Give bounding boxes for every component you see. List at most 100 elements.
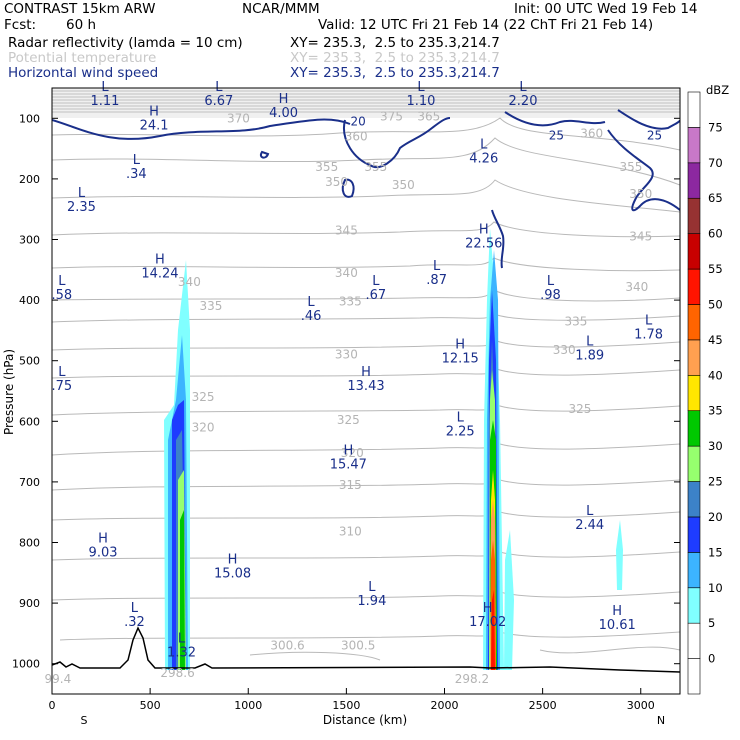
valid-time: Valid: 12 UTC Fri 21 Feb 14 (22 ChT Fri … <box>318 17 654 33</box>
hl-value: 24.1 <box>140 118 169 133</box>
hl-letter: L <box>131 601 139 616</box>
colorbar-swatch <box>687 622 701 659</box>
hl-letter: L <box>368 580 376 595</box>
theta-label: 375 <box>380 109 403 123</box>
hl-value: .34 <box>126 167 147 182</box>
y-tick-label: 600 <box>19 415 40 428</box>
theta-label: 330 <box>335 348 358 362</box>
y-tick-label: 800 <box>19 537 40 550</box>
theta-label: 365 <box>417 109 440 123</box>
theta-label: 298.2 <box>455 672 489 686</box>
colorbar-swatch <box>687 162 701 199</box>
hl-letter: L <box>457 410 465 425</box>
y-tick-label: 500 <box>19 355 40 368</box>
hl-letter: H <box>479 222 489 237</box>
field-wind-xy: XY= 235.3, 2.5 to 235.3,214.7 <box>290 65 500 81</box>
hl-value: 1.89 <box>575 349 604 364</box>
hl-value: 1.10 <box>406 94 435 109</box>
hl-letter: L <box>58 365 66 380</box>
colorbar-label: 75 <box>708 120 723 134</box>
theta-label: 325 <box>568 402 591 416</box>
hl-letter: L <box>58 274 66 289</box>
hl-value: 15.08 <box>214 567 251 582</box>
x-tick-label: 500 <box>140 699 161 712</box>
hl-letter: L <box>645 313 653 328</box>
colorbar-label: 20 <box>708 510 723 524</box>
theta-label: 360 <box>345 129 368 143</box>
hl-value: 22.56 <box>465 236 502 251</box>
colorbar-swatch <box>687 127 701 164</box>
hl-value: .67 <box>365 288 386 303</box>
hl-value: 2.44 <box>575 518 604 533</box>
hl-value: 10.61 <box>599 618 636 633</box>
y-tick-label: 200 <box>19 173 40 186</box>
colorbar-label: 30 <box>708 439 723 453</box>
model-title: CONTRAST 15km ARW <box>4 1 156 17</box>
hl-value: 1.11 <box>91 94 120 109</box>
theta-label: 340 <box>625 280 648 294</box>
colorbar-label: 15 <box>708 545 723 559</box>
hl-value: .75 <box>51 379 72 394</box>
colorbar-label: 25 <box>708 475 723 489</box>
hl-value: 4.00 <box>269 106 298 121</box>
reflectivity-colorbar: 0 5 10 15 20 25 30 35 40 45 50 55 60 65 70 75 dBZ <box>687 83 729 695</box>
wind-label: 25 <box>549 128 564 142</box>
colorbar-swatch <box>687 410 701 447</box>
hl-letter: H <box>455 338 465 353</box>
terrain-line <box>52 626 680 673</box>
field-reflectivity-xy: XY= 235.3, 2.5 to 235.3,214.7 <box>290 35 500 51</box>
x-tick-label: 2500 <box>529 699 557 712</box>
x-axis-right-label: N <box>657 714 665 727</box>
hl-value: 12.15 <box>442 352 479 367</box>
hl-letter: L <box>433 259 441 274</box>
theta-label: 335 <box>200 299 223 313</box>
colorbar-swatch <box>687 233 701 270</box>
hl-value: .98 <box>540 288 561 303</box>
theta-label: 355 <box>619 160 642 174</box>
hl-value: .87 <box>426 273 447 288</box>
colorbar-label: 65 <box>708 191 723 205</box>
hl-letter: H <box>149 104 159 119</box>
hl-letter: H <box>612 604 622 619</box>
theta-label: 360 <box>580 126 603 140</box>
org-label: NCAR/MMM <box>242 1 320 17</box>
field-reflectivity-name: Radar reflectivity (lamda = 10 cm) <box>8 35 243 51</box>
hl-letter: L <box>586 504 594 519</box>
colorbar-swatch <box>687 268 701 305</box>
hl-value: 1.94 <box>357 594 386 609</box>
hl-letter: L <box>133 153 141 168</box>
init-time: Init: 00 UTC Wed 19 Feb 14 <box>514 1 698 17</box>
field-theta-xy: XY= 235.3, 2.5 to 235.3,214.7 <box>290 50 500 66</box>
hl-value: .46 <box>301 309 322 324</box>
colorbar-label: 40 <box>708 368 723 382</box>
colorbar-label: 5 <box>708 616 715 630</box>
axes: 0 500 1000 1500 2000 2500 3000 100 200 300 400 500 6… <box>12 112 680 712</box>
theta-label: 325 <box>337 413 360 427</box>
hl-value: 2.25 <box>446 424 475 439</box>
hl-letter: L <box>372 274 380 289</box>
wind-contour-labels: 20 25 25 <box>351 114 663 142</box>
colorbar-swatch <box>687 445 701 482</box>
theta-label: 345 <box>335 223 358 237</box>
hl-letter: L <box>178 631 186 646</box>
y-tick-label: 100 <box>19 112 40 125</box>
theta-label: 300.6 <box>270 639 304 653</box>
colorbar-unit: dBZ <box>706 83 729 97</box>
colorbar-label: 45 <box>708 333 723 347</box>
hl-value: 6.67 <box>204 94 233 109</box>
colorbar-swatch <box>687 304 701 341</box>
hl-value: 4.26 <box>469 152 498 167</box>
colorbar-swatch <box>687 587 701 624</box>
reflectivity-shading <box>164 228 623 670</box>
theta-label: 355 <box>364 160 387 174</box>
field-wind-name: Horizontal wind speed <box>8 65 159 81</box>
hl-value: 14.24 <box>141 267 178 282</box>
hl-letter: H <box>98 532 108 547</box>
theta-label: 99.4 <box>45 672 72 686</box>
hl-letter: L <box>307 295 315 310</box>
x-tick-label: 1000 <box>234 699 262 712</box>
x-axis-title: Distance (km) <box>323 713 407 727</box>
